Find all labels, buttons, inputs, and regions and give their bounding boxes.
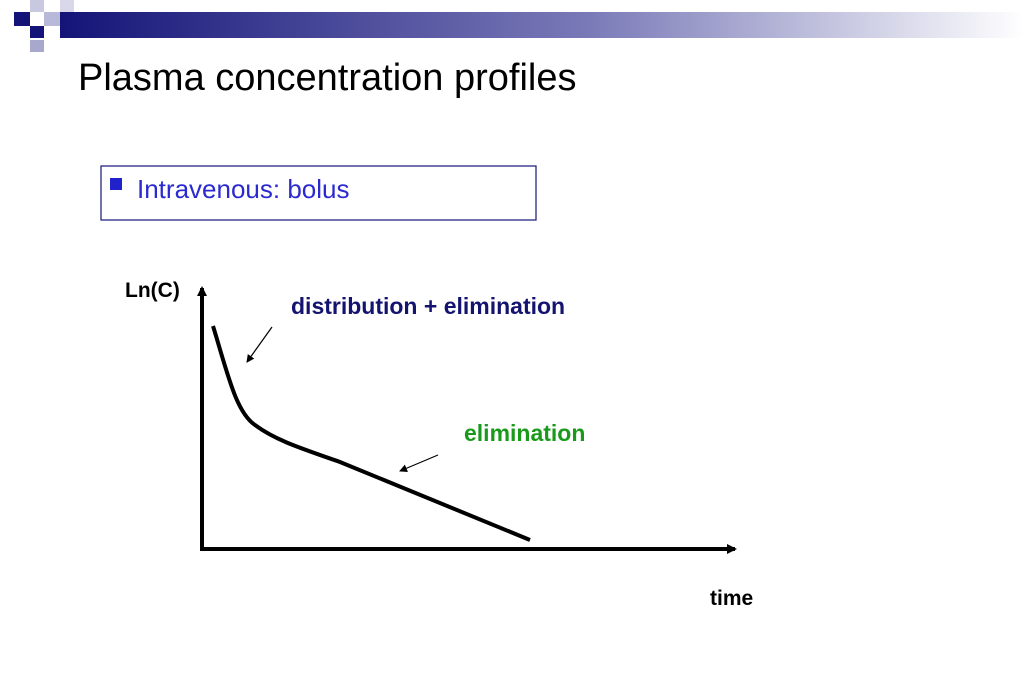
slide-title: Plasma concentration profiles [78,57,576,99]
concentration-curve [211,325,531,542]
annotation-arrow [246,326,273,363]
header-decoration [14,0,1024,52]
annotation: elimination [464,420,585,446]
x-axis-label: time [710,587,753,610]
diagram: Ln(C) time distribution + elimination el… [125,279,753,610]
bullet-box [100,165,537,221]
y-axis-label: Ln(C) [125,279,180,302]
bullet-marker [110,178,122,190]
annotation-arrow [399,454,439,472]
annotation: distribution + elimination [291,293,565,319]
bullet-text: Intravenous: bolus [137,174,349,204]
